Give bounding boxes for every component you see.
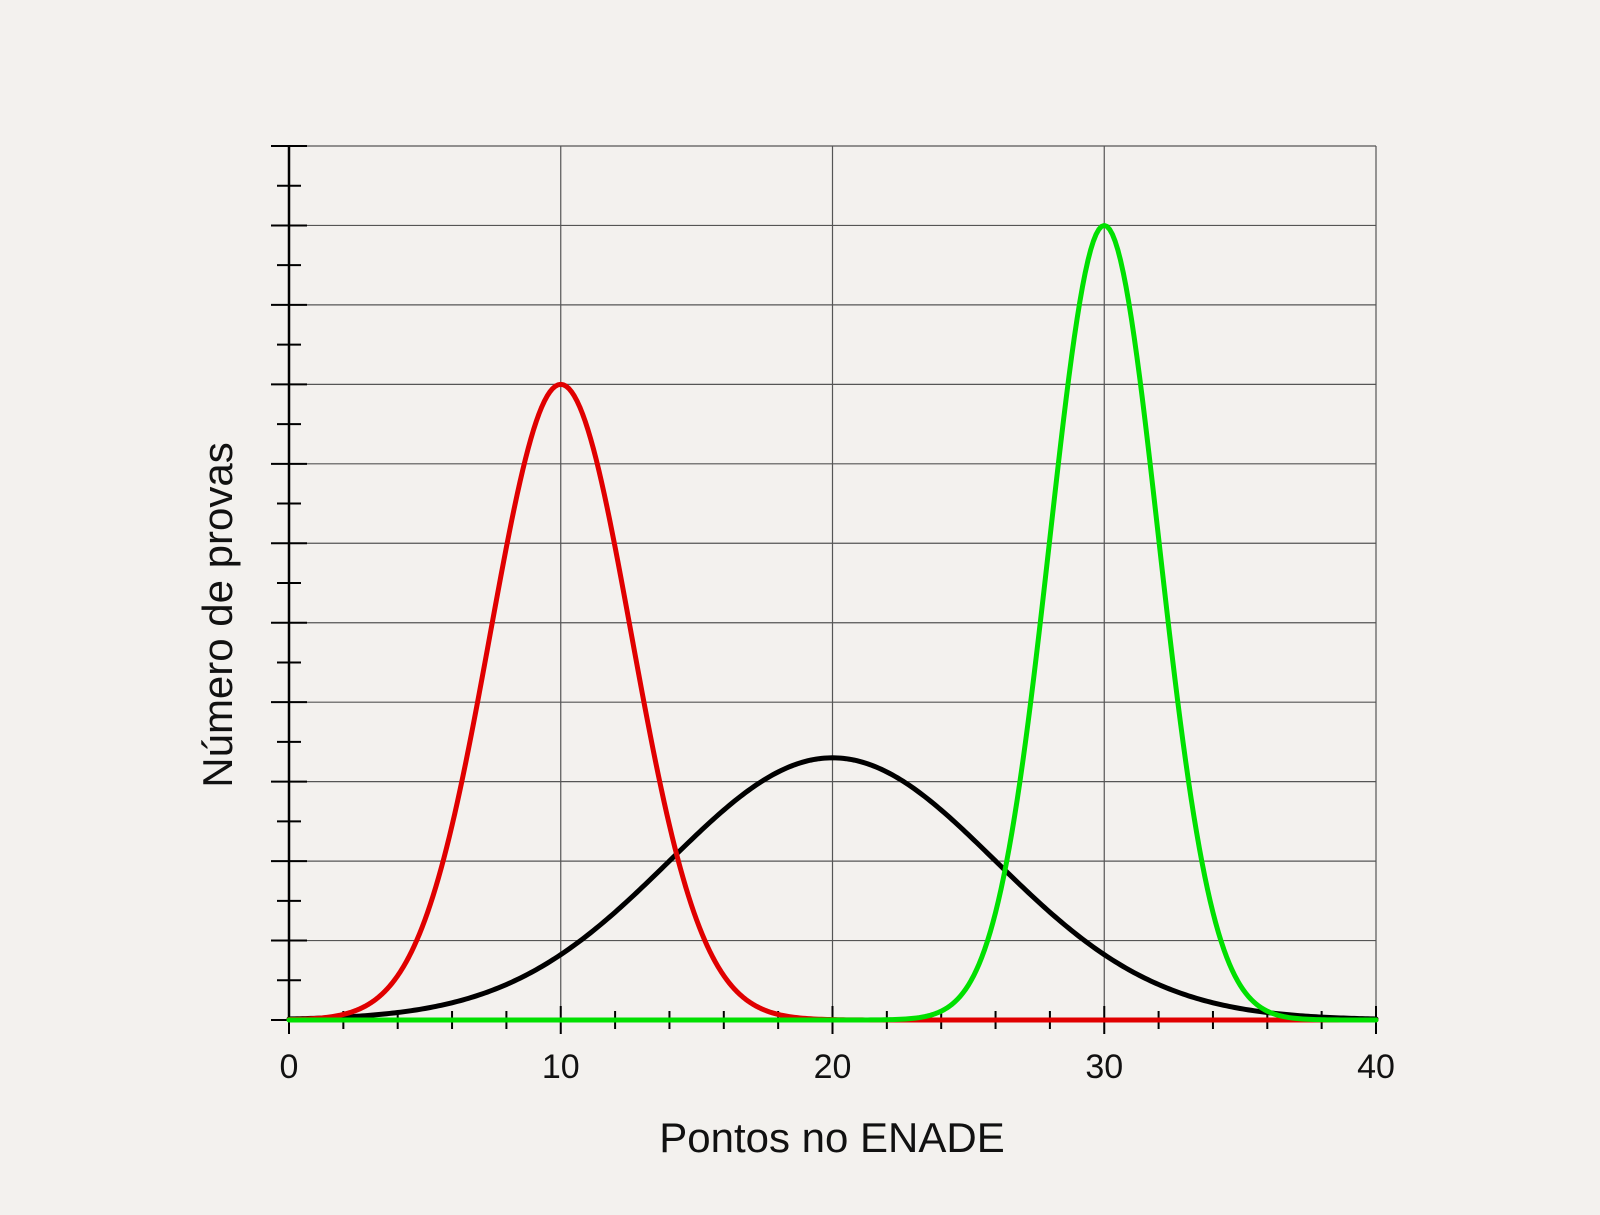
x-tick-label: 0 <box>280 1048 299 1086</box>
x-axis-title: Pontos no ENADE <box>659 1114 1005 1161</box>
x-tick-label: 40 <box>1357 1048 1395 1086</box>
series-line-1 <box>286 755 1379 1022</box>
series-group <box>286 222 1379 1023</box>
grid <box>288 145 1377 1021</box>
x-tick-label: 10 <box>542 1048 580 1086</box>
y-axis-title: Número de provas <box>194 442 241 788</box>
series-line-3 <box>286 222 1379 1023</box>
x-tick-labels: 0 10 20 30 40 <box>280 1048 1395 1086</box>
x-tick-label: 30 <box>1085 1048 1123 1086</box>
x-tick-label: 20 <box>814 1048 852 1086</box>
